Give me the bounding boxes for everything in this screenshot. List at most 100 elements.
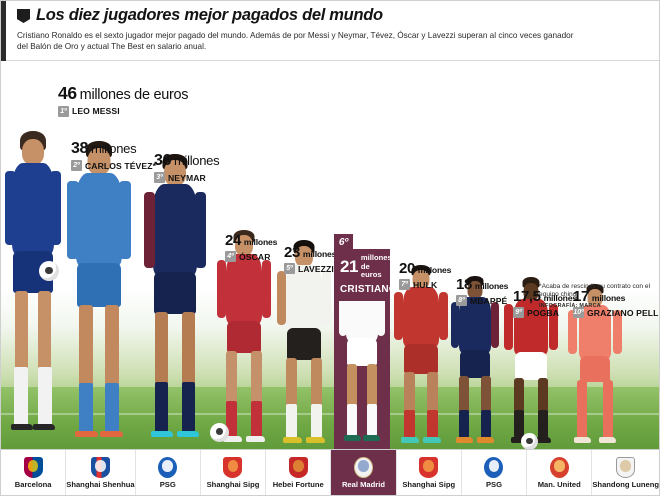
rank-badge: 3º xyxy=(154,172,165,183)
nameline-messi: 1º LEO MESSI xyxy=(58,105,188,117)
shandong-luneng-crest-icon xyxy=(616,456,636,478)
amount-number: 17,5 xyxy=(513,288,541,305)
amount-unit: millones xyxy=(174,153,220,168)
amount-unit: millones de euros xyxy=(79,87,189,103)
psg-crest-icon xyxy=(158,456,178,478)
player-name: LEO MESSI xyxy=(72,106,120,116)
club-name: Real Madrid xyxy=(341,479,385,489)
amount-hulk: 20 millones xyxy=(399,261,451,276)
player-figure-pogba xyxy=(503,275,559,451)
header-accent-bar xyxy=(1,1,6,61)
player-figure-messi xyxy=(1,121,65,451)
footnote: *Acaba de rescindir su contrato con el e… xyxy=(539,283,651,309)
club-cell-shanghai-sipg-2: Shanghai Sipg xyxy=(397,450,462,495)
amount-number: 21 xyxy=(340,257,358,277)
barcelona-crest-icon xyxy=(23,456,43,478)
player-label-tevez: 38 millones 2º CARLOS TÉVEZ* xyxy=(71,141,156,171)
club-name: Hebei Fortune xyxy=(272,479,324,489)
player-figure-lavezzi xyxy=(275,235,333,451)
amount-unit: millones xyxy=(543,293,577,303)
psg-crest-icon xyxy=(484,456,504,478)
club-name: PSG xyxy=(159,479,176,489)
hebei-fortune-crest-icon xyxy=(288,456,308,478)
player-figure-oscar xyxy=(210,225,274,451)
amount-number: 23 xyxy=(284,244,300,261)
amount-pogba: 17,5 millones xyxy=(513,289,577,304)
nameline-graziano-pelle: 10º GRAZIANO PELLÈ xyxy=(573,307,659,318)
header: Los diez jugadores mejor pagados del mun… xyxy=(1,1,659,61)
club-cell-hebei-fortune: Hebei Fortune xyxy=(266,450,332,495)
player-figure-hulk xyxy=(393,261,449,451)
nameline-hulk: 7º HULK xyxy=(399,279,451,290)
player-label-lavezzi: 23 millones 5º LAVEZZI xyxy=(284,245,336,274)
amount-unit: millones xyxy=(591,293,626,303)
nameline-oscar: 4º ÓSCAR xyxy=(225,251,277,262)
rank-badge-cristiano: 6º xyxy=(334,234,353,250)
player-label-mbappe: 18 millones 8º MBAPPÉ xyxy=(456,277,508,306)
amount-unit: millones xyxy=(243,237,278,247)
player-label-pogba: 17,5 millones 9º POGBA xyxy=(513,289,577,318)
player-name: CARLOS TÉVEZ* xyxy=(85,160,157,171)
amount-neymar: 36 millones xyxy=(154,152,220,169)
club-name: Shanghai Sipg xyxy=(402,479,456,489)
nameline-lavezzi: 5º LAVEZZI xyxy=(284,263,336,274)
player-label-graziano-pelle: 17 millones 10º GRAZIANO PELLÈ xyxy=(573,289,659,318)
amount-cristiano: 21 millones de euros xyxy=(340,253,392,280)
footnote-text: *Acaba de rescindir su contrato con el e… xyxy=(539,283,651,298)
real-madrid-crest-icon xyxy=(353,456,373,478)
player-name: ÓSCAR xyxy=(239,251,271,262)
player-label-neymar: 36 millones 3º NEYMAR xyxy=(154,152,220,183)
amount-unit: millones xyxy=(417,265,452,275)
club-name: Shanghai Shenhua xyxy=(66,479,135,489)
club-cell-shanghai-sipg-1: Shanghai Sipg xyxy=(201,450,267,495)
players-stage: 46 millones de euros 1º LEO MESSI 38 mil… xyxy=(1,61,659,451)
club-name: Shanghai Sipg xyxy=(206,479,260,489)
club-cell-psg-2: PSG xyxy=(462,450,528,495)
shanghai-sipg-crest-icon xyxy=(223,456,243,478)
amount-number: 24 xyxy=(225,232,241,249)
player-figure-tevez xyxy=(64,133,134,451)
club-cell-shanghai-shenhua: Shanghai Shenhua xyxy=(66,450,136,495)
nameline-tevez: 2º CARLOS TÉVEZ* xyxy=(71,160,156,171)
rank-badge: 7º xyxy=(399,279,410,290)
club-cell-barcelona: Barcelona xyxy=(1,450,67,495)
rank-badge: 8º xyxy=(456,295,467,306)
title-row: Los diez jugadores mejor pagados del mun… xyxy=(17,6,649,24)
amount-messi: 46 millones de euros xyxy=(58,83,189,103)
amount-number: 38 xyxy=(71,140,88,157)
amount-tevez: 38 millones xyxy=(71,141,156,157)
player-name: HULK xyxy=(413,279,438,290)
amount-mbappe: 18 millones xyxy=(456,277,508,292)
player-name: POGBA xyxy=(527,307,560,318)
man-united-crest-icon xyxy=(549,456,569,478)
amount-unit: millones de euros xyxy=(360,253,392,279)
rank-badge: 2º xyxy=(71,160,82,171)
player-figure-graziano-pelle xyxy=(567,281,623,451)
player-name: LAVEZZI xyxy=(298,263,334,274)
club-cell-shandong-luneng: Shandong Luneng xyxy=(592,450,659,495)
nameline-pogba: 9º POGBA xyxy=(513,307,577,318)
rank-badge: 5º xyxy=(284,263,295,274)
amount-oscar: 24 millones xyxy=(225,233,277,248)
player-name: MBAPPÉ xyxy=(470,295,508,306)
amount-number: 17 xyxy=(573,288,589,305)
amount-lavezzi: 23 millones xyxy=(284,245,336,260)
amount-graziano-pelle: 17 millones xyxy=(573,289,659,304)
club-cell-psg-1: PSG xyxy=(136,450,201,495)
player-name: NEYMAR xyxy=(168,172,206,183)
amount-number: 36 xyxy=(154,152,171,169)
player-name: CRISTIANO xyxy=(340,283,397,295)
club-cell-man-united: Man. United xyxy=(527,450,593,495)
player-label-cristiano: 6º 21 millones de euros CRISTIANO xyxy=(334,234,397,301)
club-cell-real-madrid: Real Madrid xyxy=(331,450,397,495)
club-name: Shandong Luneng xyxy=(592,479,660,489)
amount-number: 46 xyxy=(58,83,77,103)
footnote-credit: INFOGRAFÍA: MARCA xyxy=(539,303,601,309)
amount-unit: millones xyxy=(474,281,509,291)
amount-unit: millones xyxy=(91,141,137,156)
player-figure-mbappe xyxy=(449,273,501,451)
shanghai-sipg-crest-icon xyxy=(419,456,439,478)
page-title: Los diez jugadores mejor pagados del mun… xyxy=(36,6,383,24)
rank-badge: 1º xyxy=(58,105,69,117)
